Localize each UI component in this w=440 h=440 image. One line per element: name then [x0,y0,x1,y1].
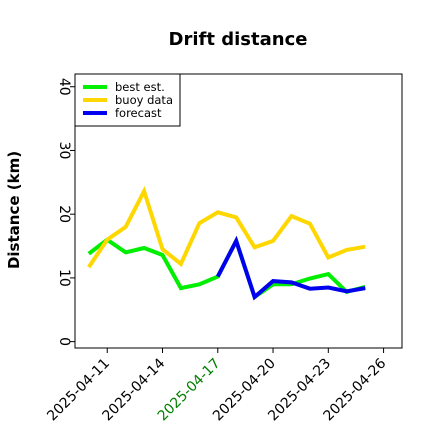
y-axis: 0 10 20 30 40 [56,78,75,346]
chart-title: Drift distance [169,29,308,50]
x-axis: 2025-04-112025-04-142025-04-172025-04-20… [44,348,389,424]
legend-label: forecast [115,106,162,120]
plot-area-frame [74,73,403,349]
series-line-forecast [216,235,366,301]
legend-label: buoy data [115,93,173,107]
y-tick-label: 0 [56,337,72,346]
series-line-buoy-data [87,185,366,269]
y-axis-label: Distance (km) [5,151,23,269]
y-tick-label: 20 [56,205,72,223]
series-layer [87,185,366,301]
y-tick-label: 10 [56,269,72,287]
legend-label: best est. [115,80,165,94]
y-tick-label: 30 [56,142,72,160]
y-tick-label: 40 [56,78,72,96]
